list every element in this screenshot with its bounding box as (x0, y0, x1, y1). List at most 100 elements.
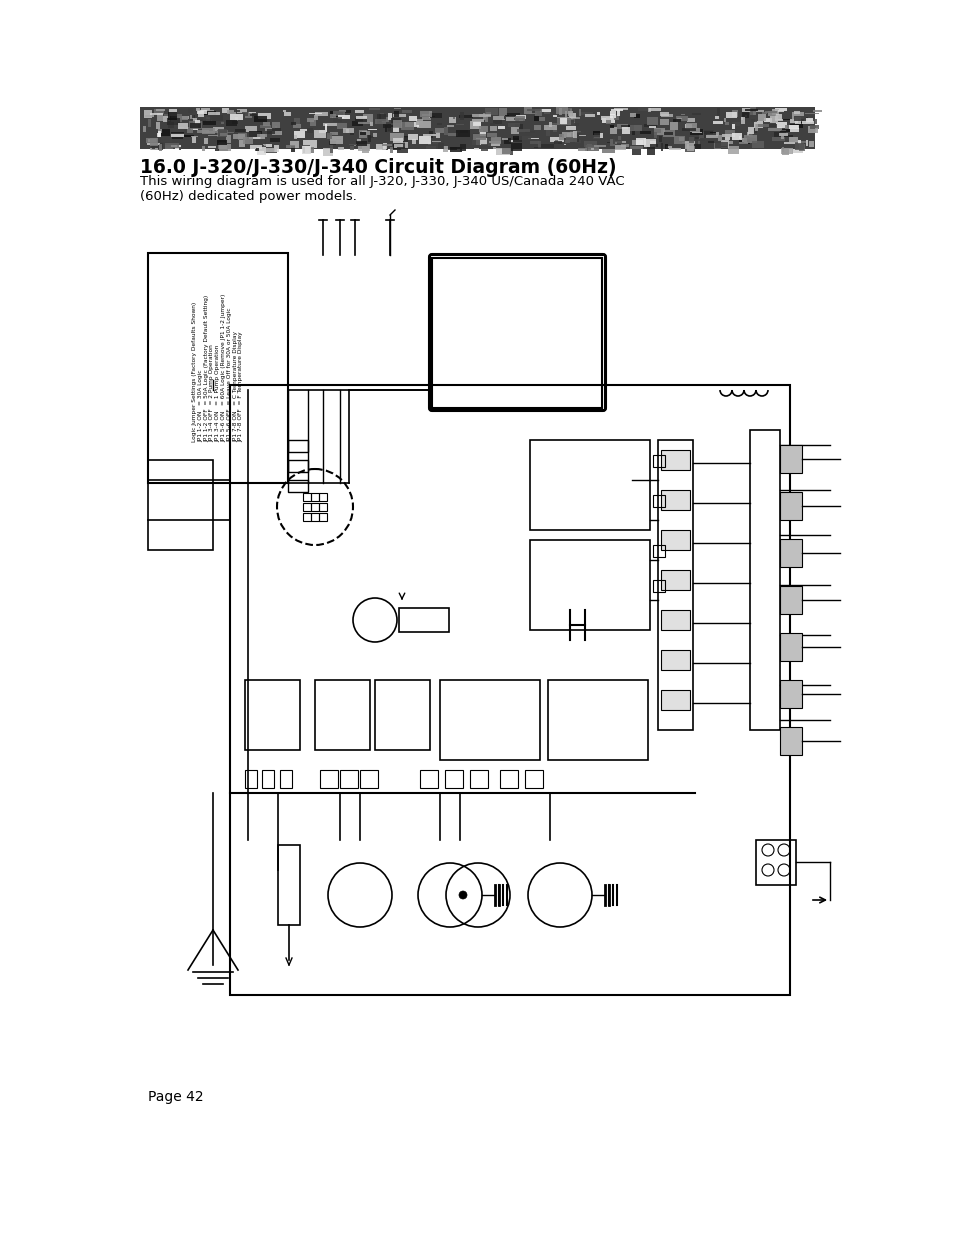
Bar (381, 148, 387, 149)
Bar (169, 109, 177, 116)
Bar (738, 136, 740, 140)
Bar (178, 122, 188, 128)
Bar (216, 130, 228, 137)
Bar (183, 135, 193, 137)
Bar (148, 140, 155, 142)
Bar (472, 122, 481, 126)
Bar (587, 144, 592, 147)
Bar (303, 503, 311, 511)
Bar (747, 127, 753, 135)
Bar (168, 112, 177, 120)
Bar (600, 116, 613, 120)
Bar (789, 119, 798, 122)
Bar (446, 125, 454, 127)
Bar (437, 143, 443, 149)
Bar (543, 125, 556, 130)
Bar (491, 137, 500, 143)
Bar (708, 141, 714, 143)
Bar (143, 126, 146, 132)
Bar (755, 840, 795, 885)
Bar (473, 132, 483, 137)
Bar (421, 114, 430, 120)
Bar (499, 769, 517, 788)
Bar (593, 133, 602, 137)
Bar (724, 135, 729, 140)
Bar (388, 124, 391, 131)
Bar (355, 119, 367, 122)
Bar (789, 125, 801, 127)
Bar (530, 141, 538, 144)
Bar (158, 128, 161, 133)
Bar (694, 137, 699, 138)
Bar (738, 140, 749, 144)
Bar (647, 109, 651, 112)
Bar (634, 115, 639, 119)
Bar (724, 130, 734, 137)
Bar (685, 126, 695, 130)
Bar (319, 769, 337, 788)
Bar (491, 136, 495, 138)
Bar (355, 116, 366, 119)
Text: Logic Jumper Settings (Factory Defaults Shown)
JP1 1-2 ON   = 30A Logic
JP1 1-2 : Logic Jumper Settings (Factory Defaults … (193, 294, 243, 442)
Bar (681, 127, 695, 131)
Bar (660, 530, 689, 550)
Bar (336, 122, 346, 128)
Bar (523, 107, 532, 115)
Bar (239, 140, 245, 147)
Bar (680, 114, 685, 115)
Bar (789, 125, 798, 128)
Bar (314, 115, 317, 120)
Bar (773, 132, 785, 137)
Bar (769, 116, 777, 122)
Bar (459, 143, 466, 151)
Bar (478, 130, 482, 133)
Bar (256, 147, 266, 154)
Bar (669, 122, 678, 130)
Bar (402, 122, 414, 130)
Bar (245, 769, 256, 788)
Bar (259, 133, 264, 140)
Bar (780, 634, 801, 661)
Bar (328, 133, 335, 135)
Bar (147, 143, 159, 144)
Bar (178, 127, 184, 128)
Bar (487, 138, 500, 146)
Bar (740, 116, 742, 120)
Bar (537, 141, 540, 147)
Bar (470, 121, 480, 128)
Bar (713, 143, 720, 149)
Bar (748, 130, 752, 137)
Bar (428, 142, 431, 146)
Bar (458, 115, 472, 119)
Bar (710, 132, 715, 133)
Bar (691, 131, 701, 133)
Bar (383, 124, 391, 128)
Bar (249, 131, 262, 137)
Bar (423, 133, 436, 136)
Bar (318, 130, 326, 133)
Bar (518, 136, 531, 140)
Bar (794, 141, 805, 142)
Bar (530, 540, 649, 630)
Bar (478, 126, 488, 132)
Bar (288, 480, 308, 492)
Bar (311, 493, 318, 501)
Bar (192, 136, 195, 143)
Bar (472, 115, 486, 116)
Bar (652, 580, 664, 592)
Bar (534, 125, 540, 130)
Bar (643, 124, 656, 127)
Bar (610, 114, 615, 116)
Bar (314, 112, 328, 116)
Bar (188, 109, 193, 114)
Bar (585, 144, 598, 151)
Bar (359, 131, 370, 135)
Bar (310, 120, 315, 126)
Bar (587, 146, 598, 148)
Bar (444, 127, 447, 135)
Bar (329, 146, 333, 153)
Text: Page 42: Page 42 (148, 1091, 203, 1104)
Bar (429, 112, 441, 119)
Bar (157, 131, 161, 137)
Bar (472, 133, 485, 140)
